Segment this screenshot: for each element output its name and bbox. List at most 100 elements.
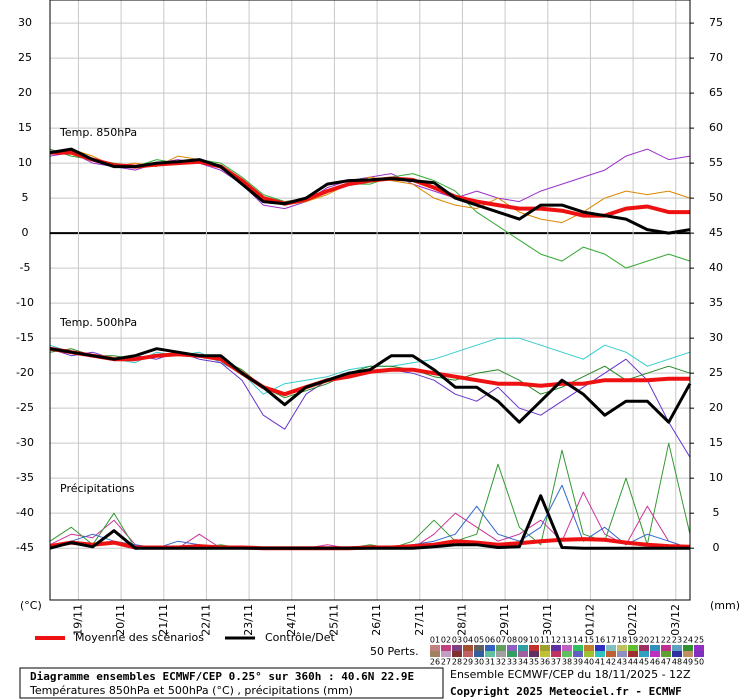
member-swatch [650,645,660,651]
member-label: 30 [474,658,484,667]
y-tick-label: 30 [18,16,32,29]
member-label: 33 [507,658,517,667]
member-swatch [441,651,451,657]
y-tick-label: -35 [16,471,34,484]
member-label: 41 [595,658,605,667]
member-swatch [628,645,638,651]
member-swatch [485,651,495,657]
x-tick-label: 25/11 [327,604,340,636]
y2-tick-label: 60 [709,121,723,134]
member-label: 13 [562,636,572,645]
y2-tick-label: 10 [709,471,723,484]
member-swatch [584,645,594,651]
x-tick-label: 01/12 [583,604,596,636]
plot-border [49,0,691,601]
y-tick-label: -25 [16,401,34,414]
member-label: 01 [430,636,440,645]
member-swatch [463,651,473,657]
y-tick-label: 15 [18,121,32,134]
member-swatch [694,645,704,651]
member-label: 47 [661,658,671,667]
legend-label: Contrôle/Det [265,631,335,644]
x-tick-label: 03/12 [669,604,682,636]
y2-tick-label: 30 [709,331,723,344]
y-tick-label: -40 [16,506,34,519]
member-label: 40 [584,658,594,667]
y2-tick-label: 70 [709,51,723,64]
y2-tick-label: 25 [709,366,723,379]
y2-tick-label: 45 [709,226,723,239]
member-swatch [639,651,649,657]
member-label: 44 [628,658,638,667]
member-label: 19 [628,636,638,645]
member-label: 04 [463,636,473,645]
member-label: 43 [617,658,627,667]
member-swatch [584,651,594,657]
member-swatch [441,645,451,651]
member-swatch [573,651,583,657]
member-swatch [430,645,440,651]
member-swatch [672,645,682,651]
legend-label: Moyenne des scénarios [75,631,204,644]
member-label: 31 [485,658,495,667]
x-tick-label: 23/11 [242,604,255,636]
member-swatch [529,651,539,657]
member-label: 21 [650,636,660,645]
member-label: 15 [584,636,594,645]
plot-area [49,0,692,600]
series-line [49,494,690,550]
y2-axis-label: (mm) [710,599,740,612]
member-swatch [518,651,528,657]
copyright: Copyright 2025 Meteociel.fr - ECMWF [450,685,682,698]
member-label: 36 [540,658,550,667]
y2-tick-label: 50 [709,191,723,204]
series-line [49,347,692,424]
member-label: 20 [639,636,649,645]
member-swatch [595,651,605,657]
member-swatch [551,645,561,651]
member-label: 08 [507,636,517,645]
member-swatch [507,651,517,657]
x-tick-label: 26/11 [370,604,383,636]
y-tick-label: -20 [16,366,34,379]
member-label: 03 [452,636,462,645]
member-label: 10 [529,636,539,645]
member-label: 17 [606,636,616,645]
x-tick-label: 22/11 [199,604,212,636]
member-label: 07 [496,636,506,645]
member-label: 45 [639,658,649,667]
y2-tick-label: 15 [709,436,723,449]
y2-tick-label: 55 [709,156,723,169]
member-label: 42 [606,658,616,667]
member-label: 02 [441,636,451,645]
member-swatch [562,645,572,651]
annotation: Temp. 850hPa [59,126,137,139]
x-tick-label: 28/11 [455,604,468,636]
member-swatch [452,645,462,651]
member-swatch [518,645,528,651]
member-label: 26 [430,658,440,667]
member-swatch [661,645,671,651]
y2-tick-label: 20 [709,401,723,414]
member-label: 18 [617,636,627,645]
member-label: 39 [573,658,583,667]
member-label: 14 [573,636,583,645]
member-label: 49 [683,658,693,667]
y2-tick-label: 5 [713,506,720,519]
x-tick-label: 19/11 [71,604,84,636]
member-swatch [540,645,550,651]
subtitle: Températures 850hPa et 500hPa (°C) , pré… [29,684,353,697]
y-tick-label: -15 [16,331,34,344]
member-swatch [463,645,473,651]
y-axis-label: (°C) [20,599,42,612]
member-label: 05 [474,636,484,645]
x-tick-label: 24/11 [285,604,298,636]
footer-box [19,667,444,699]
member-swatch [540,651,550,657]
member-label: 35 [529,658,539,667]
member-label: 25 [694,636,704,645]
y-tick-label: -30 [16,436,34,449]
member-swatch [683,651,693,657]
member-swatch [628,651,638,657]
